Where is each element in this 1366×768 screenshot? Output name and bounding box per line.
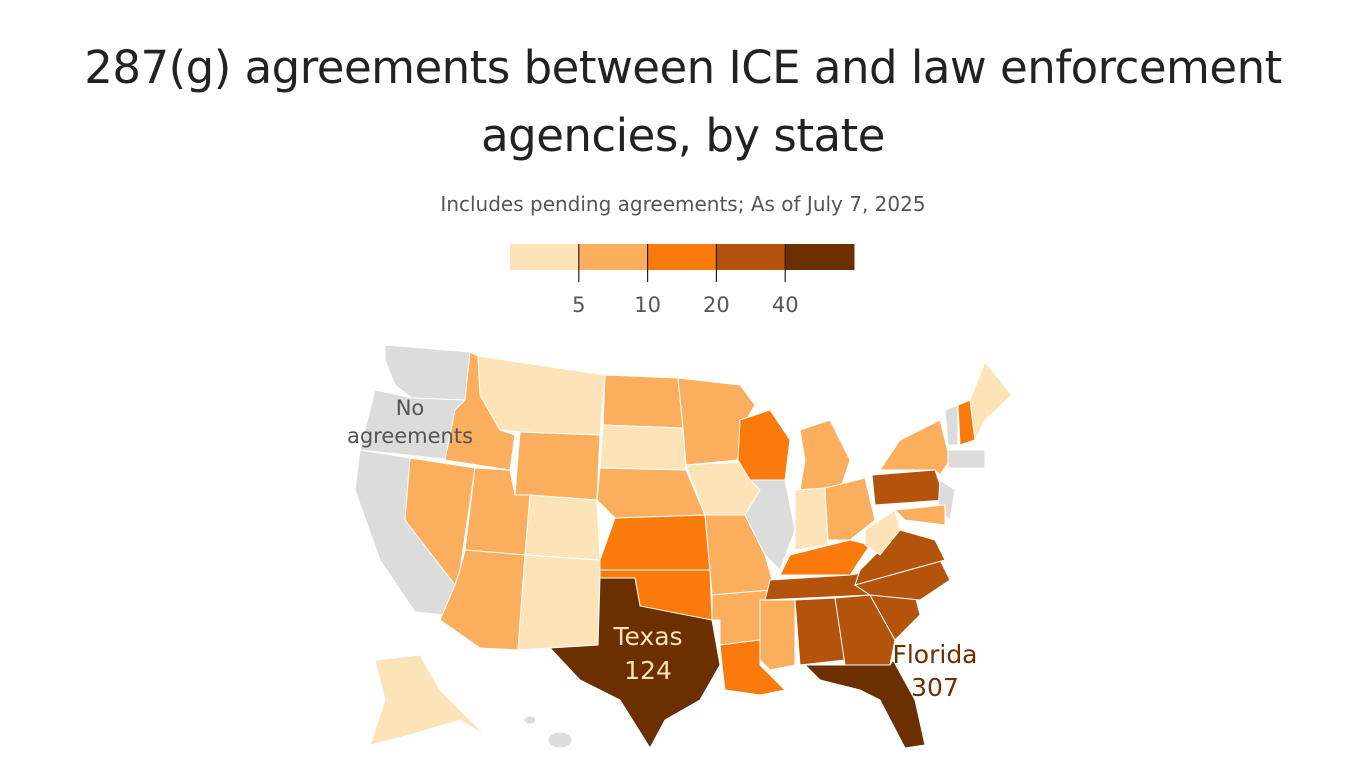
- alaska: [369, 654, 486, 746]
- georgia: [834, 594, 896, 666]
- wyoming: [514, 431, 601, 501]
- legend-swatch: [578, 244, 649, 270]
- legend-swatch: [716, 244, 786, 270]
- new-york: [879, 419, 951, 476]
- south-dakota: [599, 424, 687, 471]
- legend: 5 10 20 40: [510, 244, 855, 317]
- no-agreements-label: No agreements: [346, 396, 474, 448]
- texas: [548, 577, 721, 749]
- texas-label: Texas: [612, 622, 682, 651]
- florida: [803, 658, 926, 749]
- florida-value: 307: [911, 673, 959, 702]
- hawaii: [523, 715, 537, 725]
- kansas: [599, 514, 711, 571]
- legend-tick-label: 40: [772, 293, 799, 317]
- legend-swatch: [785, 244, 855, 270]
- mississippi: [759, 599, 796, 671]
- legend-swatch: [647, 244, 717, 270]
- wisconsin: [737, 409, 791, 481]
- vermont: [944, 404, 959, 446]
- illinois: [744, 479, 796, 571]
- michigan: [799, 419, 851, 491]
- texas-value: 124: [624, 656, 672, 685]
- washington: [384, 344, 471, 401]
- montana: [477, 355, 606, 436]
- indiana: [794, 487, 829, 551]
- ohio: [824, 477, 876, 541]
- hawaii: [547, 731, 573, 749]
- legend-tick-label: 20: [703, 293, 730, 317]
- maine: [969, 361, 1013, 442]
- legend-tick-label: 5: [572, 293, 585, 317]
- title: 287(g) agreements between ICE and law en…: [84, 41, 1282, 162]
- legend-tick-label: 10: [634, 293, 661, 317]
- west-virginia: [864, 509, 901, 556]
- legend-swatch: [510, 244, 580, 270]
- colorado: [524, 494, 601, 561]
- subtitle: Includes pending agreements; As of July …: [440, 192, 926, 216]
- pennsylvania: [871, 469, 946, 506]
- maryland: [893, 504, 946, 526]
- states: [354, 344, 1013, 749]
- north-dakota: [602, 374, 684, 429]
- massachusetts: [947, 449, 986, 469]
- florida-label: Florida: [892, 640, 977, 669]
- new-mexico: [517, 554, 601, 651]
- nebraska: [596, 467, 706, 519]
